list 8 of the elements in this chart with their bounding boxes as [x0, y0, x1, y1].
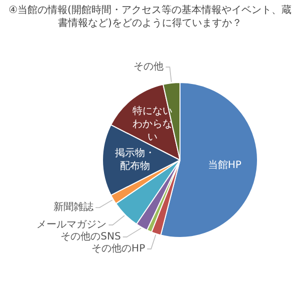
slice-label: 掲示物・配布物: [115, 147, 156, 172]
slice-label: その他: [134, 60, 164, 73]
slice-label: 新聞雑誌: [54, 201, 94, 214]
slice-label: メールマガジン: [36, 220, 107, 231]
chart-title: ④当館の情報(開館時間・アクセス等の基本情報やイベント、蔵書情報など)をどのように得ていますか？: [8, 4, 292, 31]
slice-label: その他のSNS: [60, 230, 121, 243]
slice-label: その他のHP: [92, 242, 146, 255]
slice-label: 当館HP: [208, 159, 242, 172]
